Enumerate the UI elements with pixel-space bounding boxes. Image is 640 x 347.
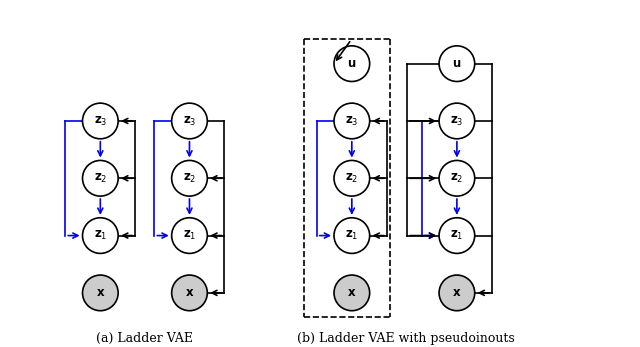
Circle shape xyxy=(172,275,207,311)
Circle shape xyxy=(334,160,370,196)
Circle shape xyxy=(172,103,207,139)
Circle shape xyxy=(439,160,475,196)
Text: $\mathbf{x}$: $\mathbf{x}$ xyxy=(452,286,461,299)
Text: (b) Ladder VAE with pseudoinouts: (b) Ladder VAE with pseudoinouts xyxy=(297,332,515,345)
Text: $\mathbf{z}_3$: $\mathbf{z}_3$ xyxy=(93,115,107,127)
Circle shape xyxy=(334,275,370,311)
Text: $\mathbf{z}_2$: $\mathbf{z}_2$ xyxy=(93,172,107,185)
Circle shape xyxy=(439,275,475,311)
Circle shape xyxy=(439,103,475,139)
Circle shape xyxy=(334,46,370,82)
Circle shape xyxy=(172,218,207,253)
Text: $\mathbf{u}$: $\mathbf{u}$ xyxy=(348,57,356,70)
Text: $\mathbf{z}_3$: $\mathbf{z}_3$ xyxy=(183,115,196,127)
Text: $\mathbf{z}_2$: $\mathbf{z}_2$ xyxy=(450,172,463,185)
Text: $\mathbf{z}_2$: $\mathbf{z}_2$ xyxy=(183,172,196,185)
Text: $\mathbf{x}$: $\mathbf{x}$ xyxy=(95,286,105,299)
Text: $\mathbf{z}_2$: $\mathbf{z}_2$ xyxy=(345,172,358,185)
Circle shape xyxy=(439,46,475,82)
Text: $\mathbf{x}$: $\mathbf{x}$ xyxy=(347,286,356,299)
Text: $\mathbf{z}_1$: $\mathbf{z}_1$ xyxy=(345,229,358,242)
Text: (a) Ladder VAE: (a) Ladder VAE xyxy=(97,332,193,345)
Text: $\mathbf{z}_1$: $\mathbf{z}_1$ xyxy=(93,229,107,242)
Text: $\mathbf{z}_3$: $\mathbf{z}_3$ xyxy=(450,115,463,127)
Text: $\mathbf{u}$: $\mathbf{u}$ xyxy=(452,57,461,70)
Circle shape xyxy=(83,218,118,253)
Circle shape xyxy=(83,160,118,196)
Text: $\mathbf{x}$: $\mathbf{x}$ xyxy=(185,286,194,299)
Circle shape xyxy=(439,218,475,253)
Text: $\mathbf{z}_1$: $\mathbf{z}_1$ xyxy=(183,229,196,242)
Circle shape xyxy=(334,218,370,253)
Text: $\mathbf{z}_1$: $\mathbf{z}_1$ xyxy=(450,229,463,242)
Circle shape xyxy=(83,275,118,311)
Circle shape xyxy=(334,103,370,139)
Circle shape xyxy=(172,160,207,196)
Text: $\mathbf{z}_3$: $\mathbf{z}_3$ xyxy=(345,115,358,127)
Circle shape xyxy=(83,103,118,139)
